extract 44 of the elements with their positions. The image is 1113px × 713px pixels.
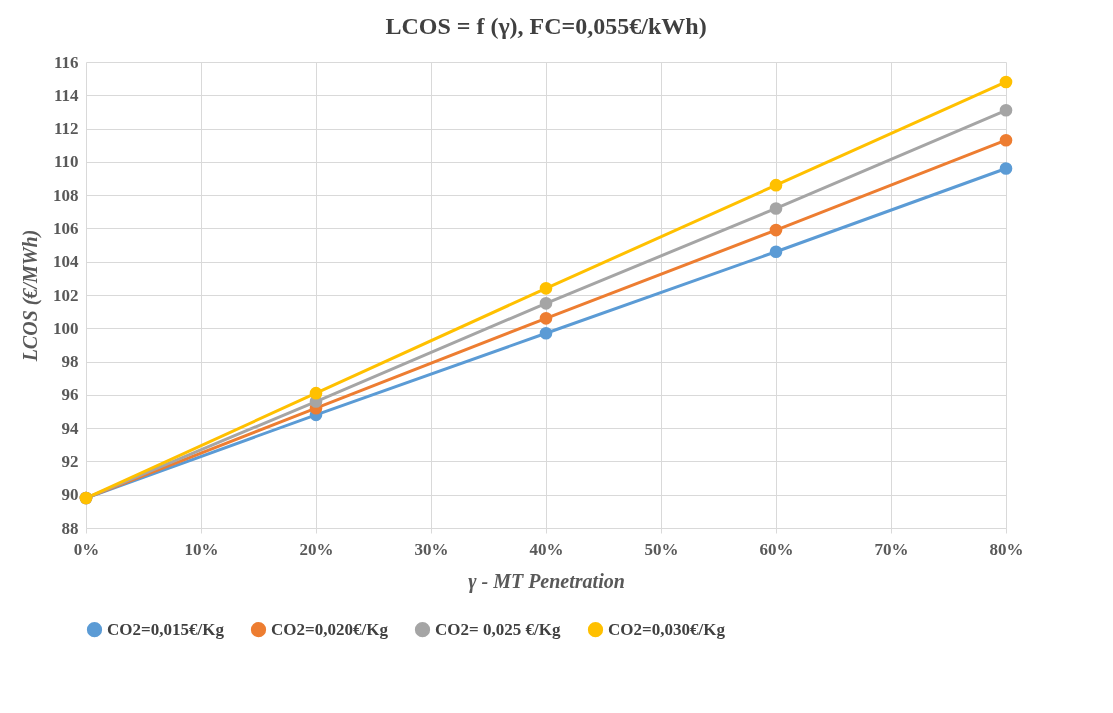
x-tick-label: 0% xyxy=(73,539,100,559)
x-tick-label: 40% xyxy=(529,539,564,559)
y-tick-label: 102 xyxy=(53,285,79,305)
point xyxy=(999,103,1013,117)
point xyxy=(769,245,783,259)
point xyxy=(769,223,783,237)
y-tick-label: 116 xyxy=(53,52,79,72)
y-tick-label: 88 xyxy=(61,518,79,538)
x-axis-title: γ - MT Penetration xyxy=(468,569,625,593)
y-axis-title: LCOS (€/MWh) xyxy=(19,229,42,363)
point xyxy=(769,202,783,215)
legend-label: CO2=0,020€/Kg xyxy=(271,619,389,639)
legend-label: CO2=0,015€/Kg xyxy=(107,619,225,639)
x-tick-label: 50% xyxy=(644,539,679,559)
y-tick-label: 114 xyxy=(53,85,79,105)
y-tick-label: 94 xyxy=(61,418,79,438)
legend-label: CO2=0,030€/Kg xyxy=(608,619,726,639)
x-tick-label: 20% xyxy=(299,539,334,559)
x-tick-label: 80% xyxy=(989,539,1024,559)
y-tick-label: 108 xyxy=(53,185,79,205)
point xyxy=(539,326,553,340)
point xyxy=(539,282,553,295)
y-tick-label: 98 xyxy=(61,352,79,372)
point xyxy=(539,311,553,325)
x-tick-label: 70% xyxy=(874,539,909,559)
y-tick-label: 100 xyxy=(53,318,79,338)
y-tick-label: 96 xyxy=(61,385,79,405)
point xyxy=(999,133,1013,147)
y-tick-label: 106 xyxy=(53,218,79,238)
y-tick-label: 110 xyxy=(53,152,79,172)
point xyxy=(769,178,783,192)
chart-title: LCOS = f (γ), FC=0,055€/kWh) xyxy=(385,13,707,39)
y-tick-label: 92 xyxy=(61,451,79,471)
y-tick-label: 104 xyxy=(53,252,79,272)
y-tick-label: 90 xyxy=(61,485,79,505)
point xyxy=(309,386,323,400)
x-tick-label: 60% xyxy=(759,539,794,559)
x-tick-label: 10% xyxy=(184,539,219,559)
point xyxy=(999,162,1013,175)
point xyxy=(999,75,1013,89)
legend-label: CO2= 0,025 €/Kg xyxy=(435,619,561,639)
y-tick-label: 112 xyxy=(53,119,79,139)
point xyxy=(539,297,553,310)
x-tick-label: 30% xyxy=(414,539,449,559)
